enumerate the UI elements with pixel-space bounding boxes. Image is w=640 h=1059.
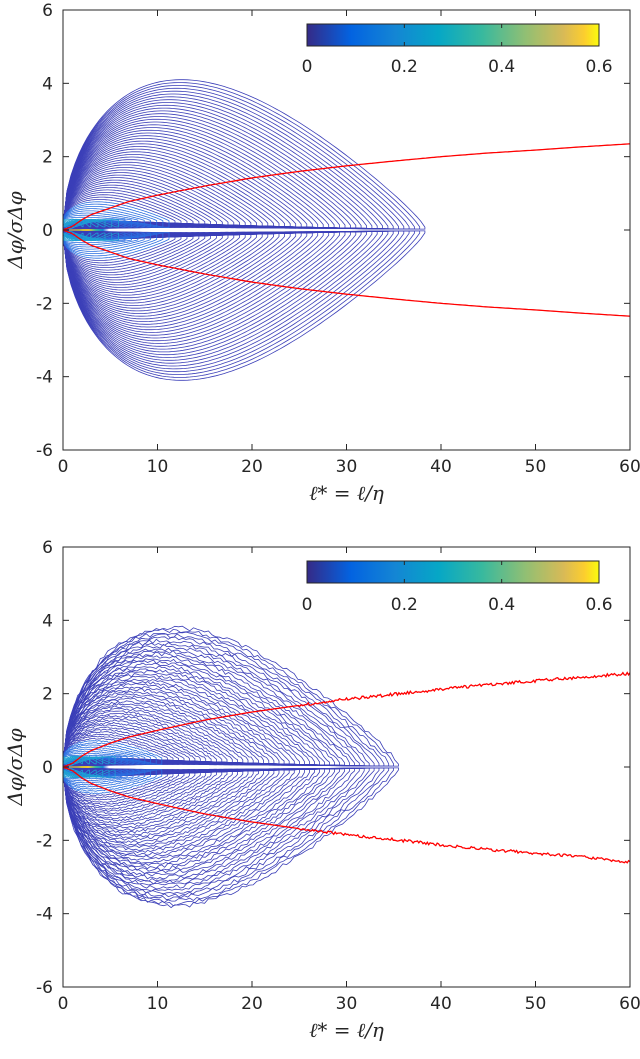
colorbar-tick-label: 0.4 xyxy=(488,57,515,77)
contour-line xyxy=(63,218,92,228)
red-curve-upper xyxy=(63,671,630,768)
chart-panel-top: 0 10 20 30 40 50 60 -6 -4 -2 0 2 4 6 ℓ* = ℓ/η Δφ/σΔφ 0 0.… xyxy=(3,1,640,505)
y-tick-label: -4 xyxy=(36,368,53,388)
y-tick-label: 0 xyxy=(42,758,53,778)
x-tick-label: 0 xyxy=(58,457,69,477)
y-tick-label: -6 xyxy=(36,978,53,998)
y-tick-label: 2 xyxy=(42,685,53,705)
x-tick-label: 30 xyxy=(336,457,358,477)
y-tick-label: -4 xyxy=(36,905,53,925)
plot-area xyxy=(63,10,630,450)
contour-line xyxy=(63,218,84,229)
x-axis-label: ℓ* = ℓ/η xyxy=(309,1018,384,1042)
colorbar-tick-label: 0.4 xyxy=(488,595,515,615)
y-tick-label: 4 xyxy=(42,611,53,631)
contour-line xyxy=(63,752,128,765)
colorbar xyxy=(306,23,600,47)
y-tick-label: -6 xyxy=(36,441,53,461)
y-tick-label: 6 xyxy=(42,538,53,558)
y-tick-label: 6 xyxy=(42,1,53,21)
x-tick-label: 30 xyxy=(336,994,358,1014)
y-axis-label: Δφ/σΔφ xyxy=(3,728,27,806)
contour-group xyxy=(63,79,630,381)
y-tick-label: -2 xyxy=(36,294,53,314)
contour-line xyxy=(63,232,92,242)
x-tick-label: 60 xyxy=(619,457,640,477)
x-tick-label: 10 xyxy=(147,457,169,477)
colorbar-tick-label: 0.6 xyxy=(585,57,612,77)
x-tick-label: 40 xyxy=(430,457,452,477)
x-tick-label: 40 xyxy=(430,994,452,1014)
y-tick-label: -2 xyxy=(36,831,53,851)
plot-area xyxy=(63,547,630,987)
x-tick-label: 20 xyxy=(241,457,263,477)
contour-line xyxy=(63,755,90,765)
y-axis-label: Δφ/σΔφ xyxy=(3,191,27,269)
red-curve-lower xyxy=(63,766,630,864)
colorbar-tick-label: 0.2 xyxy=(391,57,418,77)
red-curve-upper xyxy=(63,143,630,231)
x-axis-label: ℓ* = ℓ/η xyxy=(309,481,384,505)
contour-line xyxy=(63,769,128,782)
x-tick-label: 20 xyxy=(241,994,263,1014)
contour-group xyxy=(63,625,630,909)
red-curve-lower xyxy=(63,229,630,317)
colorbar-tick-label: 0.6 xyxy=(585,595,612,615)
y-tick-label: 2 xyxy=(42,148,53,168)
x-tick-label: 50 xyxy=(525,457,547,477)
colorbar-tick-label: 0 xyxy=(302,595,313,615)
chart-panel-bottom: 0 10 20 30 40 50 60 -6 -4 -2 0 2 4 6 ℓ* = ℓ/η Δφ/σΔφ 0 0.… xyxy=(3,538,640,1042)
y-tick-label: 4 xyxy=(42,74,53,94)
contour-line xyxy=(63,748,140,765)
contour-line xyxy=(63,755,83,767)
colorbar-tick-label: 0 xyxy=(302,57,313,77)
x-tick-label: 0 xyxy=(58,994,69,1014)
colorbar-tick-label: 0.2 xyxy=(391,595,418,615)
y-tick-label: 0 xyxy=(42,221,53,241)
contour-line xyxy=(63,767,83,779)
x-tick-label: 60 xyxy=(619,994,640,1014)
contour-line xyxy=(63,231,84,242)
x-tick-label: 10 xyxy=(147,994,169,1014)
colorbar xyxy=(306,560,600,584)
x-tick-label: 50 xyxy=(525,994,547,1014)
